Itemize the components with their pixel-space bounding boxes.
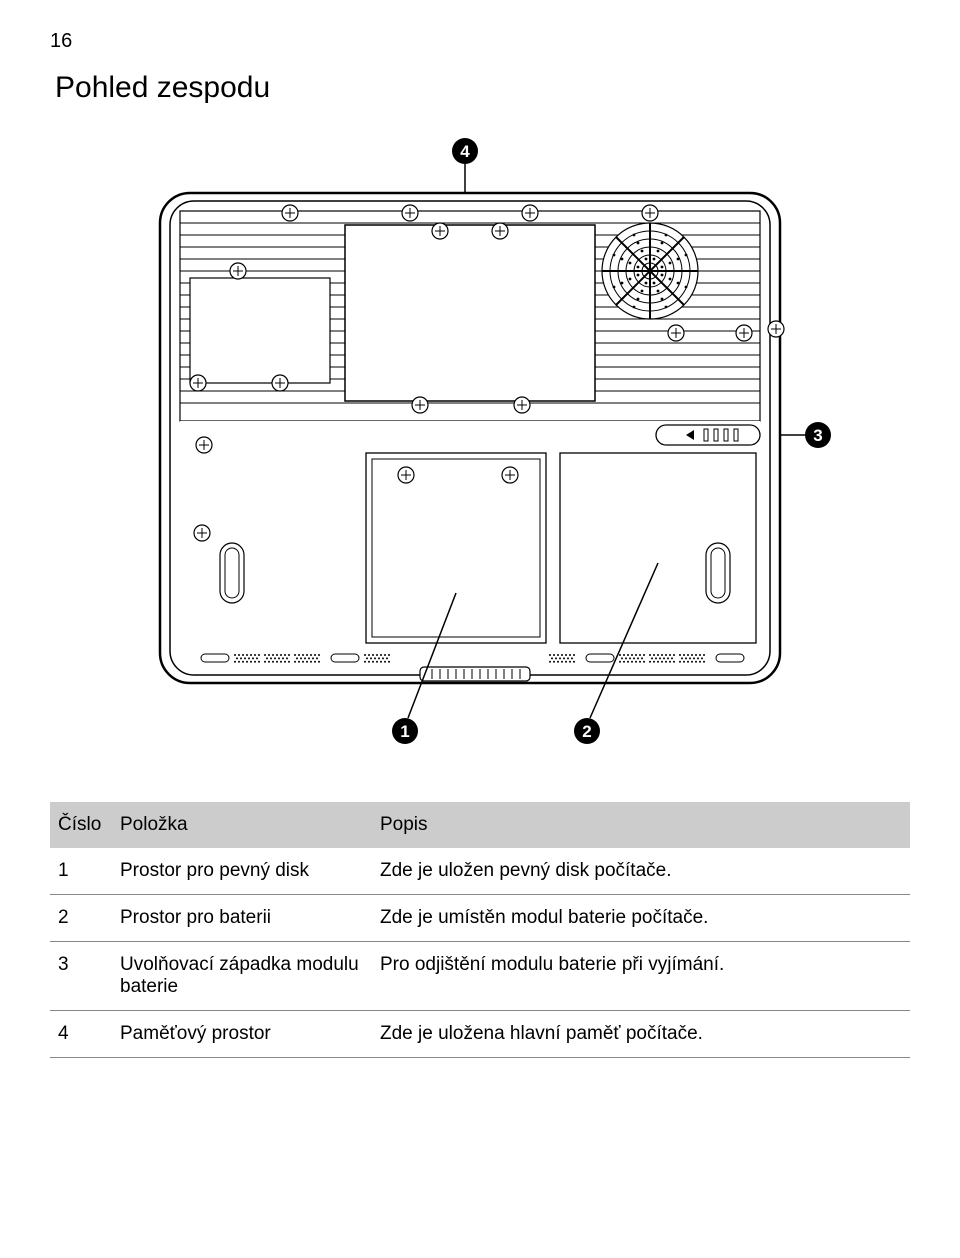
front-latch [420, 667, 530, 681]
cell-item: Prostor pro pevný disk [112, 848, 372, 895]
cell-item: Uvolňovací západka modulu baterie [112, 942, 372, 1011]
th-desc: Popis [372, 802, 910, 848]
cell-num: 2 [50, 895, 112, 942]
table-row: 1 Prostor pro pevný disk Zde je uložen p… [50, 848, 910, 895]
page-number: 16 [50, 30, 910, 53]
battery-latch [656, 425, 760, 445]
cell-num: 4 [50, 1011, 112, 1058]
legend-table: Číslo Položka Popis 1 Prostor pro pevný … [50, 802, 910, 1058]
cell-desc: Pro odjištění modulu baterie při vyjímán… [372, 942, 910, 1011]
svg-text:4: 4 [460, 142, 470, 161]
bottom-view-diagram: 4 3 [120, 133, 840, 778]
table-row: 4 Paměťový prostor Zde je uložena hlavní… [50, 1011, 910, 1058]
cell-item: Paměťový prostor [112, 1011, 372, 1058]
cell-desc: Zde je uložena hlavní paměť počítače. [372, 1011, 910, 1058]
page-title: Pohled zespodu [55, 71, 910, 105]
cell-item: Prostor pro baterii [112, 895, 372, 942]
cell-desc: Zde je umístěn modul baterie počítače. [372, 895, 910, 942]
cell-num: 1 [50, 848, 112, 895]
laptop-body [160, 193, 784, 683]
th-item: Položka [112, 802, 372, 848]
svg-text:2: 2 [582, 722, 591, 741]
table-row: 2 Prostor pro baterii Zde je umístěn mod… [50, 895, 910, 942]
cell-num: 3 [50, 942, 112, 1011]
th-num: Číslo [50, 802, 112, 848]
table-row: 3 Uvolňovací západka modulu baterie Pro … [50, 942, 910, 1011]
svg-text:3: 3 [813, 426, 822, 445]
cell-desc: Zde je uložen pevný disk počítače. [372, 848, 910, 895]
svg-text:1: 1 [400, 722, 409, 741]
